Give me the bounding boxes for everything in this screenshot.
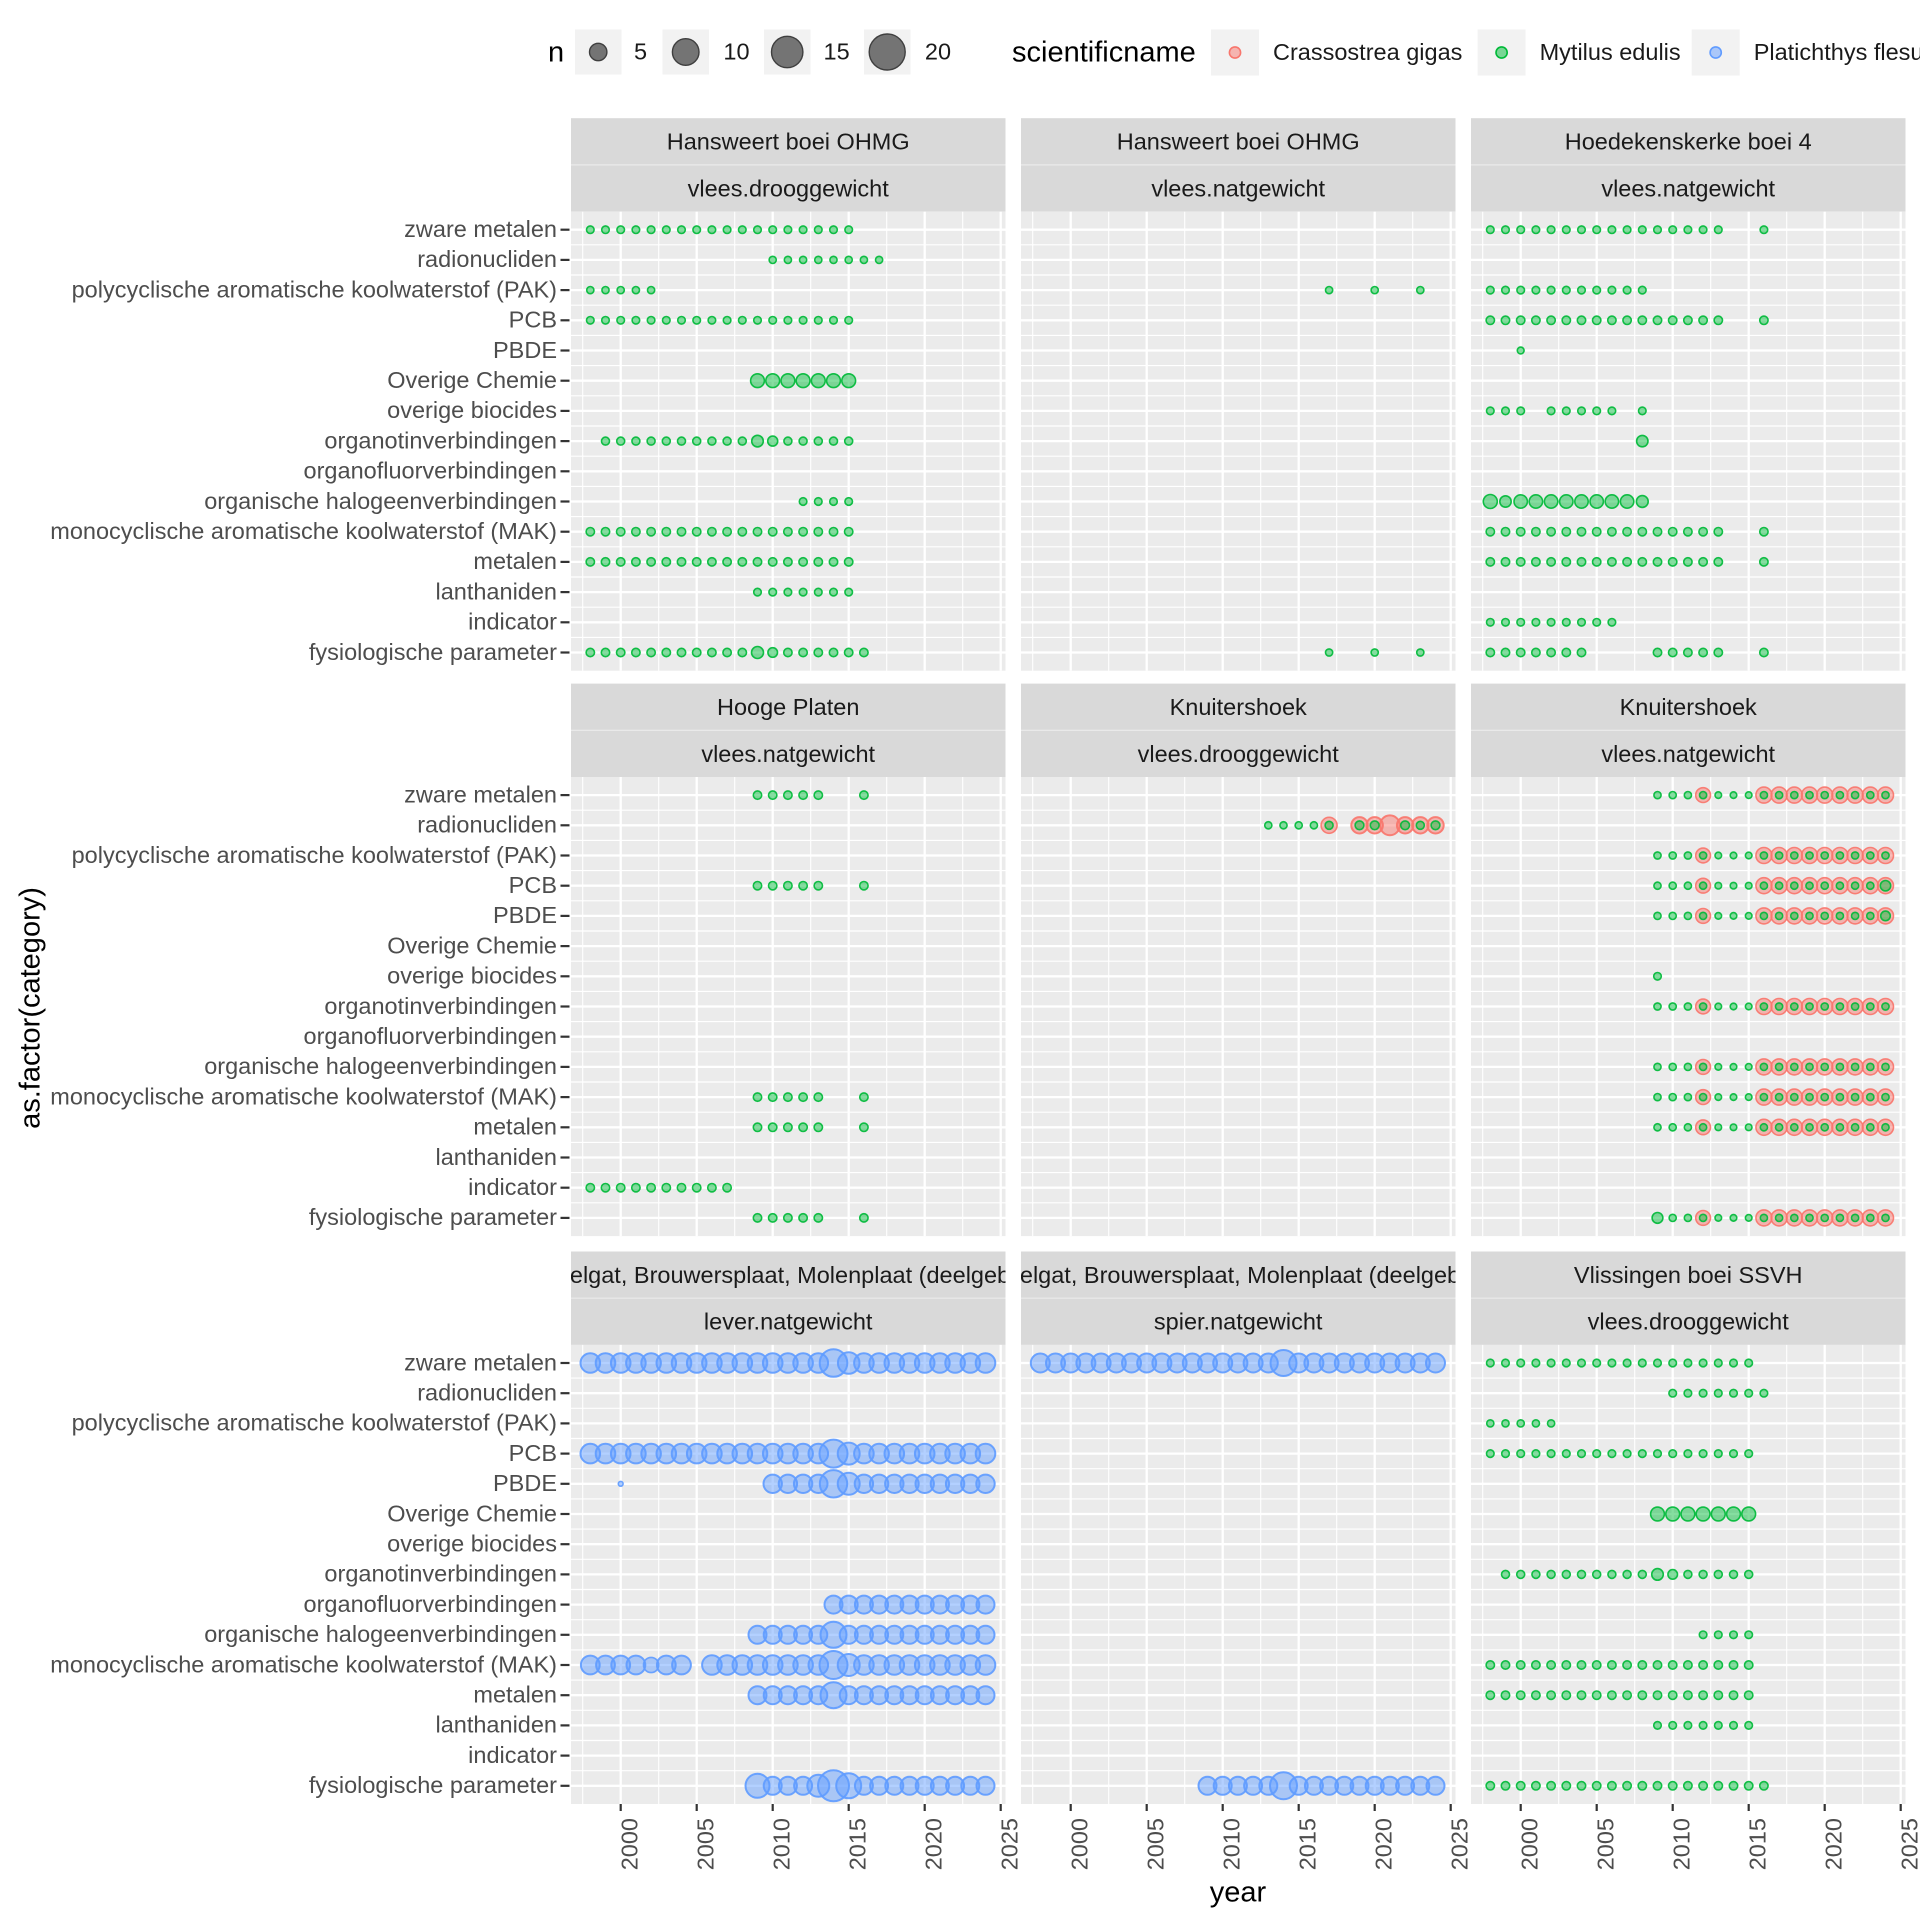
svg-text:monocyclische aromatische kool: monocyclische aromatische koolwaterstof …: [50, 1083, 557, 1109]
svg-text:2020: 2020: [1371, 1818, 1397, 1870]
svg-text:zware metalen: zware metalen: [404, 781, 557, 807]
svg-text:Platichthys flesus: Platichthys flesus: [1754, 39, 1920, 65]
svg-text:vlees.drooggewicht: vlees.drooggewicht: [688, 175, 890, 201]
svg-text:organotinverbindingen: organotinverbindingen: [324, 427, 557, 453]
svg-text:Mytilus edulis: Mytilus edulis: [1540, 39, 1681, 65]
svg-text:polycyclische aromatische kool: polycyclische aromatische koolwaterstof …: [72, 842, 557, 868]
svg-text:2005: 2005: [1593, 1818, 1619, 1870]
svg-text:Crassostrea gigas: Crassostrea gigas: [1273, 39, 1462, 65]
svg-text:lanthaniden: lanthaniden: [435, 1144, 557, 1170]
svg-text:Hooge Platen: Hooge Platen: [717, 694, 859, 720]
svg-text:organofluorverbindingen: organofluorverbindingen: [304, 458, 557, 484]
svg-text:radionucliden: radionucliden: [417, 812, 557, 838]
svg-text:n: n: [548, 37, 564, 69]
svg-text:organofluorverbindingen: organofluorverbindingen: [304, 1591, 557, 1617]
svg-text:metalen: metalen: [473, 1114, 557, 1140]
svg-text:PCB: PCB: [509, 1440, 557, 1466]
svg-text:lanthaniden: lanthaniden: [435, 1712, 557, 1738]
svg-text:polycyclische aromatische kool: polycyclische aromatische koolwaterstof …: [72, 1410, 557, 1436]
svg-text:indicator: indicator: [468, 609, 557, 635]
svg-text:radionucliden: radionucliden: [417, 1380, 557, 1406]
svg-text:scientificname: scientificname: [1012, 37, 1196, 69]
svg-text:15: 15: [824, 39, 850, 65]
svg-text:as.factor(category): as.factor(category): [15, 887, 47, 1129]
svg-text:2025: 2025: [1447, 1818, 1473, 1870]
svg-text:organofluorverbindingen: organofluorverbindingen: [304, 1023, 557, 1049]
svg-text:Hansweert boei OHMG: Hansweert boei OHMG: [667, 129, 910, 155]
svg-text:PCB: PCB: [509, 307, 557, 333]
svg-text:Overige Chemie: Overige Chemie: [387, 1500, 557, 1526]
svg-text:Hansweert boei OHMG: Hansweert boei OHMG: [1117, 129, 1360, 155]
svg-text:vlees.natgewicht: vlees.natgewicht: [1151, 175, 1325, 201]
svg-text:2010: 2010: [1669, 1818, 1695, 1870]
svg-text:zware metalen: zware metalen: [404, 1349, 557, 1375]
svg-text:organische halogeenverbindinge: organische halogeenverbindingen: [204, 488, 557, 514]
svg-text:metalen: metalen: [473, 1682, 557, 1708]
svg-text:2015: 2015: [1295, 1818, 1321, 1870]
svg-text:2005: 2005: [1143, 1818, 1169, 1870]
svg-text:fysiologische parameter: fysiologische parameter: [309, 1772, 557, 1798]
svg-text:organische halogeenverbindinge: organische halogeenverbindingen: [204, 1621, 557, 1647]
svg-text:10: 10: [723, 39, 749, 65]
svg-text:radionucliden: radionucliden: [417, 246, 557, 272]
svg-text:zware metalen: zware metalen: [404, 216, 557, 242]
svg-text:Vlissingen boei SSVH: Vlissingen boei SSVH: [1574, 1262, 1803, 1288]
svg-text:PBDE: PBDE: [493, 1470, 557, 1496]
svg-text:2025: 2025: [1897, 1818, 1920, 1870]
svg-text:2010: 2010: [769, 1818, 795, 1870]
svg-text:2020: 2020: [921, 1818, 947, 1870]
svg-text:organotinverbindingen: organotinverbindingen: [324, 1561, 557, 1587]
svg-text:20: 20: [925, 39, 951, 65]
svg-text:polycyclische aromatische kool: polycyclische aromatische koolwaterstof …: [72, 276, 557, 302]
svg-text:2000: 2000: [1517, 1818, 1543, 1870]
svg-text:vlees.natgewicht: vlees.natgewicht: [701, 741, 875, 767]
svg-text:indicator: indicator: [468, 1742, 557, 1768]
svg-text:Knuitershoek: Knuitershoek: [1620, 694, 1757, 720]
svg-text:Knuitershoek: Knuitershoek: [1170, 694, 1307, 720]
svg-text:vlees.drooggewicht: vlees.drooggewicht: [1588, 1309, 1790, 1335]
svg-text:monocyclische aromatische kool: monocyclische aromatische koolwaterstof …: [50, 1651, 557, 1677]
svg-text:Middelgat, Brouwersplaat, Mole: Middelgat, Brouwersplaat, Molenplaat (de…: [969, 1262, 1526, 1288]
svg-text:overige biocides: overige biocides: [387, 1531, 557, 1557]
svg-text:2010: 2010: [1219, 1818, 1245, 1870]
svg-text:organische halogeenverbindinge: organische halogeenverbindingen: [204, 1053, 557, 1079]
svg-text:metalen: metalen: [473, 548, 557, 574]
svg-text:lanthaniden: lanthaniden: [435, 578, 557, 604]
svg-text:vlees.natgewicht: vlees.natgewicht: [1601, 175, 1775, 201]
svg-text:overige biocides: overige biocides: [387, 397, 557, 423]
svg-text:5: 5: [634, 39, 647, 65]
svg-text:2005: 2005: [693, 1818, 719, 1870]
svg-text:lever.natgewicht: lever.natgewicht: [704, 1309, 873, 1335]
svg-text:vlees.drooggewicht: vlees.drooggewicht: [1138, 741, 1340, 767]
svg-text:PBDE: PBDE: [493, 337, 557, 363]
svg-text:fysiologische parameter: fysiologische parameter: [309, 639, 557, 665]
svg-text:fysiologische parameter: fysiologische parameter: [309, 1204, 557, 1230]
svg-text:overige biocides: overige biocides: [387, 963, 557, 989]
svg-text:year: year: [1210, 1877, 1267, 1909]
svg-text:Hoedekenskerke boei 4: Hoedekenskerke boei 4: [1565, 129, 1812, 155]
svg-text:2000: 2000: [617, 1818, 643, 1870]
svg-text:2015: 2015: [1745, 1818, 1771, 1870]
svg-text:organotinverbindingen: organotinverbindingen: [324, 993, 557, 1019]
svg-text:2015: 2015: [845, 1818, 871, 1870]
svg-text:spier.natgewicht: spier.natgewicht: [1154, 1309, 1323, 1335]
svg-text:Middelgat, Brouwersplaat, Mole: Middelgat, Brouwersplaat, Molenplaat (de…: [519, 1262, 1076, 1288]
svg-text:indicator: indicator: [468, 1174, 557, 1200]
svg-text:PBDE: PBDE: [493, 902, 557, 928]
svg-text:Overige Chemie: Overige Chemie: [387, 932, 557, 958]
svg-text:Overige Chemie: Overige Chemie: [387, 367, 557, 393]
svg-text:2025: 2025: [997, 1818, 1023, 1870]
svg-text:monocyclische aromatische kool: monocyclische aromatische koolwaterstof …: [50, 518, 557, 544]
svg-text:2000: 2000: [1067, 1818, 1093, 1870]
svg-text:vlees.natgewicht: vlees.natgewicht: [1601, 741, 1775, 767]
svg-text:PCB: PCB: [509, 872, 557, 898]
svg-text:2020: 2020: [1821, 1818, 1847, 1870]
